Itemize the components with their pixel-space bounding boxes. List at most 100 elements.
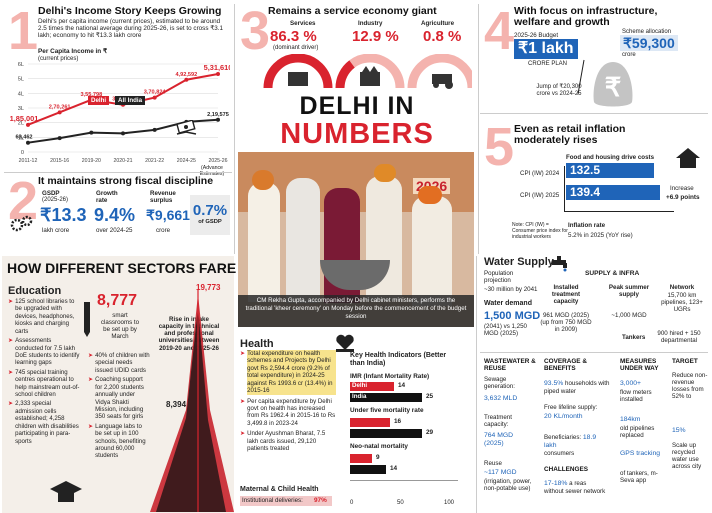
pencil-icon <box>84 302 90 337</box>
budget-label: 2025-26 Budget <box>514 32 559 39</box>
budget-jump: Jump of ₹20,300 crore vs 2024-25 <box>536 84 582 97</box>
wastewater-title: WASTEWATER & REUSE <box>484 358 536 373</box>
gsdp-percent-value: 0.7% <box>192 202 228 219</box>
data-point <box>26 122 30 127</box>
gsdp-label: GSDP <box>42 190 60 197</box>
network-label: Network <box>669 284 695 291</box>
chart-footnote: (Advance Estimates) <box>199 165 225 177</box>
y-tick-label: 1L <box>18 135 24 141</box>
u5-delhi-bar <box>350 418 390 427</box>
budget-value: ₹1 lakh <box>514 39 578 60</box>
data-label: 63,462 <box>15 135 32 141</box>
x-tick-label: 2021-22 <box>145 158 164 164</box>
section-number-1: 1 <box>8 1 39 61</box>
y-tick-label: 5L <box>18 77 24 83</box>
households-text: 93.5% households with piped water <box>544 380 610 395</box>
agriculture-donut-bg <box>407 54 472 89</box>
data-point <box>26 140 30 145</box>
target-title: TARGET <box>672 358 698 365</box>
sewage-value: 3,632 MLD <box>484 395 518 402</box>
arrow-icon <box>577 59 585 95</box>
section-number-3: 3 <box>240 1 271 61</box>
chart-sublabel: (current prices) <box>38 56 79 62</box>
u5-delhi-value: 16 <box>394 418 402 425</box>
cpi-2024-value: 132.5 <box>570 163 601 177</box>
services-icon <box>288 72 308 86</box>
free-label: Free lifeline supply: <box>544 404 598 411</box>
treatment-value: 961 MGD (2025) (up from 750 MGD in 2009) <box>540 312 592 334</box>
legend-all-india: All India <box>115 96 146 106</box>
intake-top-value: 19,773 <box>196 283 221 292</box>
revenue-value: ₹9,661 <box>146 207 190 223</box>
data-label: 2,19,575 <box>207 112 229 118</box>
inflation-rate-label: Inflation rate <box>568 222 606 229</box>
khi-title: Key Health Indicators (Better than India… <box>350 352 447 368</box>
gsdp-percent-box: 0.7% of GSDP <box>190 195 230 235</box>
industry-donut <box>335 60 355 89</box>
svg-text:₹: ₹ <box>605 72 622 102</box>
scheme-unit: crore <box>622 52 636 58</box>
bullet-arrow-icon: ➤ <box>240 350 246 357</box>
services-value: 86.3 % <box>270 28 317 45</box>
increase-label: Increase <box>670 185 694 192</box>
agriculture-label: Agriculture <box>421 20 455 27</box>
intake-mountain-chart <box>150 290 234 512</box>
income-line-chart: 0 1L 2L 3L 4L 5L 6L 2011-12 2015-16 2019-20 2020-2… <box>10 62 230 164</box>
gsdp-sub: (2025-26) <box>42 197 69 203</box>
house-icon <box>676 148 700 168</box>
heart-hand-icon <box>336 334 354 352</box>
gsdp-unit: lakh crore <box>42 227 70 234</box>
health-item: ➤ Under Ayushman Bharat, 7.5 lakh cards i… <box>240 430 326 453</box>
smart-classrooms-text: smart classrooms to be set up by March <box>100 312 140 341</box>
gsdp-value: ₹13.3 <box>40 205 87 225</box>
headline-line-2: NUMBERS <box>280 118 434 150</box>
pop-label: Population projection <box>484 270 514 285</box>
treatment-capacity-label: Treatment capacity: <box>484 414 512 429</box>
sewage-label: Sewage generation: <box>484 376 515 391</box>
imr-label: IMR (Infant Mortality Rate) <box>350 373 430 380</box>
smart-classrooms-value: 8,777 <box>97 292 138 309</box>
tankers-label: Tankers <box>622 334 646 341</box>
institutional-deliveries-bar <box>240 496 332 506</box>
bullet-arrow-icon: ➤ <box>240 430 246 438</box>
reuse-label: Reuse <box>484 460 502 467</box>
inflation-rate-value: 5.2% in 2025 (YoY rise) <box>568 232 633 239</box>
x-tick-label: 2024-25 <box>177 158 196 164</box>
bullet-arrow-icon: ➤ <box>88 352 94 359</box>
reuse-value: ~117 MGD <box>484 469 517 476</box>
data-label: 4,92,592 <box>175 72 197 78</box>
education-item: ➤ 2,333 special admission cells establish… <box>8 400 79 445</box>
industry-label: Industry <box>358 20 383 27</box>
factory-icon <box>360 72 380 86</box>
beneficiaries: Beneficiaries: 18.9 lakh consumers <box>544 434 597 457</box>
imr-india-value: 25 <box>426 393 434 400</box>
panel-4-title: With focus on infrastructure, welfare an… <box>514 5 658 29</box>
gears-icon <box>10 215 33 232</box>
health-item: ➤ Per capita expenditure by Delhi govt on… <box>240 397 336 427</box>
education-title: Education <box>8 285 62 297</box>
section-number-4: 4 <box>484 1 515 61</box>
sector-donuts <box>263 54 472 89</box>
panel-2-title: It maintains strong fiscal discipline <box>38 175 214 187</box>
y-tick-label: 6L <box>18 62 24 68</box>
drive-label: Food and housing drive costs <box>566 154 655 161</box>
data-label: 5,31,610 <box>204 63 230 72</box>
services-donut <box>263 54 333 89</box>
data-label: 3,70,824 <box>144 90 167 96</box>
services-label: Services <box>290 20 316 27</box>
headline-line-1: DELHI IN <box>299 92 415 120</box>
y-tick-label: 2L <box>18 121 24 127</box>
x-tick-label: 2011-12 <box>19 158 38 164</box>
cpi-2024-label: CPI (IW) 2024 <box>520 170 560 177</box>
data-point <box>152 95 157 100</box>
education-item: ➤ 125 school libraries to be upgraded wit… <box>8 298 75 335</box>
panel-1-title: Delhi's Income Story Keeps Growing <box>38 5 222 17</box>
demand-sub: (2041) vs 1,250 MGD (2025) <box>484 323 527 338</box>
rupee-bag-icon: ₹ <box>593 62 633 107</box>
panel-5-title: Even as retail inflation moderately rise… <box>514 123 626 147</box>
imr-delhi-value: 14 <box>398 382 406 389</box>
data-point <box>121 131 125 136</box>
y-tick-label: 4L <box>18 91 24 97</box>
money-hand-icon <box>176 120 197 135</box>
nn-label: Neo-natal mortality <box>350 443 408 450</box>
